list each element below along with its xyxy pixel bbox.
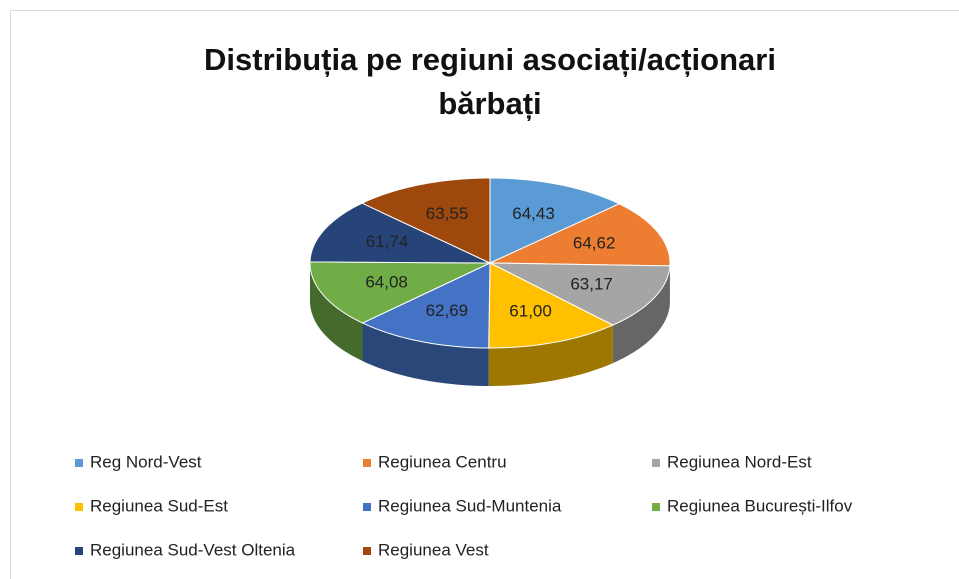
legend-label: Regiunea Sud-Muntenia [378, 496, 562, 515]
chart-title: Distribuția pe regiuni asociați/acționar… [204, 42, 776, 121]
slice-side [612, 265, 670, 364]
legend-label: Regiunea Sud-Vest Oltenia [90, 540, 296, 559]
legend-swatch [652, 503, 660, 511]
data-label: 62,69 [426, 301, 469, 320]
slice [309, 261, 491, 324]
data-label: 64,08 [365, 272, 408, 291]
slice [488, 262, 615, 349]
legend-swatch [363, 459, 371, 467]
slice-side [362, 323, 489, 386]
data-label: 64,43 [512, 204, 555, 223]
legend-swatch [363, 547, 371, 555]
data-label: 63,55 [426, 204, 469, 223]
slice [360, 177, 491, 264]
legend-label: Regiunea Sud-Est [90, 496, 228, 515]
legend-swatch [75, 459, 83, 467]
slice [489, 177, 621, 264]
legend-swatch [75, 547, 83, 555]
legend-label: Regiunea Vest [378, 540, 489, 559]
legend-label: Regiunea Nord-Est [667, 452, 812, 471]
slice [309, 202, 491, 264]
slice [489, 262, 671, 326]
legend-swatch [75, 503, 83, 511]
chart-border [10, 10, 959, 579]
data-label: 61,74 [366, 232, 409, 251]
data-label: 63,17 [570, 274, 613, 293]
slice-side [310, 263, 363, 362]
data-label: 61,00 [509, 302, 552, 321]
slice-side [488, 325, 613, 386]
legend-swatch [363, 503, 371, 511]
data-label: 64,62 [573, 234, 616, 253]
legend-label: Regiunea București-Ilfov [667, 496, 853, 515]
slice [361, 262, 491, 349]
slice [489, 203, 671, 267]
legend-swatch [652, 459, 660, 467]
legend-label: Regiunea Centru [378, 452, 507, 471]
legend-label: Reg Nord-Vest [90, 452, 202, 471]
